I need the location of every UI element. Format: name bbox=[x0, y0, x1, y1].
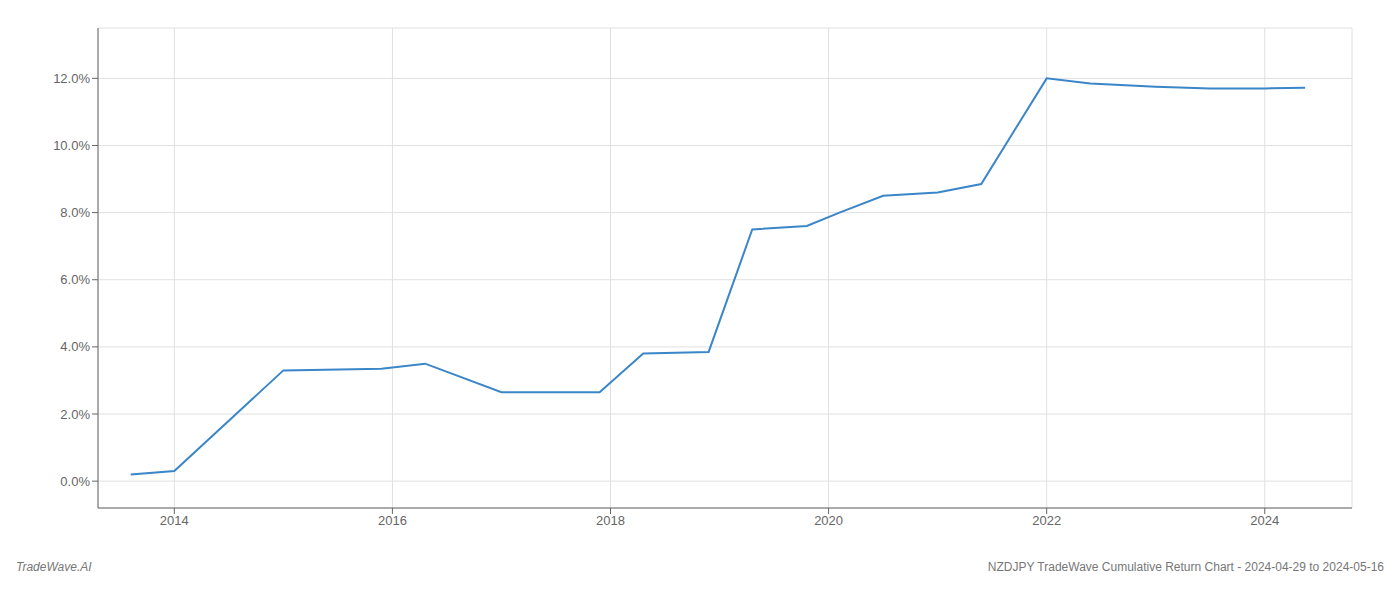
svg-text:4.0%: 4.0% bbox=[60, 339, 90, 354]
svg-text:2018: 2018 bbox=[596, 513, 625, 528]
svg-text:2014: 2014 bbox=[160, 513, 189, 528]
html-text:NZDJPY TradeWave Cumulative Re: NZDJPY TradeWave Cumulative Return Chart… bbox=[987, 560, 1384, 574]
svg-text:8.0%: 8.0% bbox=[60, 205, 90, 220]
svg-text:0.0%: 0.0% bbox=[60, 474, 90, 489]
svg-text:2022: 2022 bbox=[1032, 513, 1061, 528]
svg-text:6.0%: 6.0% bbox=[60, 272, 90, 287]
svg-text:10.0%: 10.0% bbox=[53, 138, 90, 153]
svg-text:2024: 2024 bbox=[1250, 513, 1279, 528]
svg-text:2020: 2020 bbox=[814, 513, 843, 528]
html-text:TradeWave.AI: TradeWave.AI bbox=[16, 560, 92, 574]
svg-text:12.0%: 12.0% bbox=[53, 71, 90, 86]
svg-text:2016: 2016 bbox=[378, 513, 407, 528]
svg-text:2.0%: 2.0% bbox=[60, 407, 90, 422]
